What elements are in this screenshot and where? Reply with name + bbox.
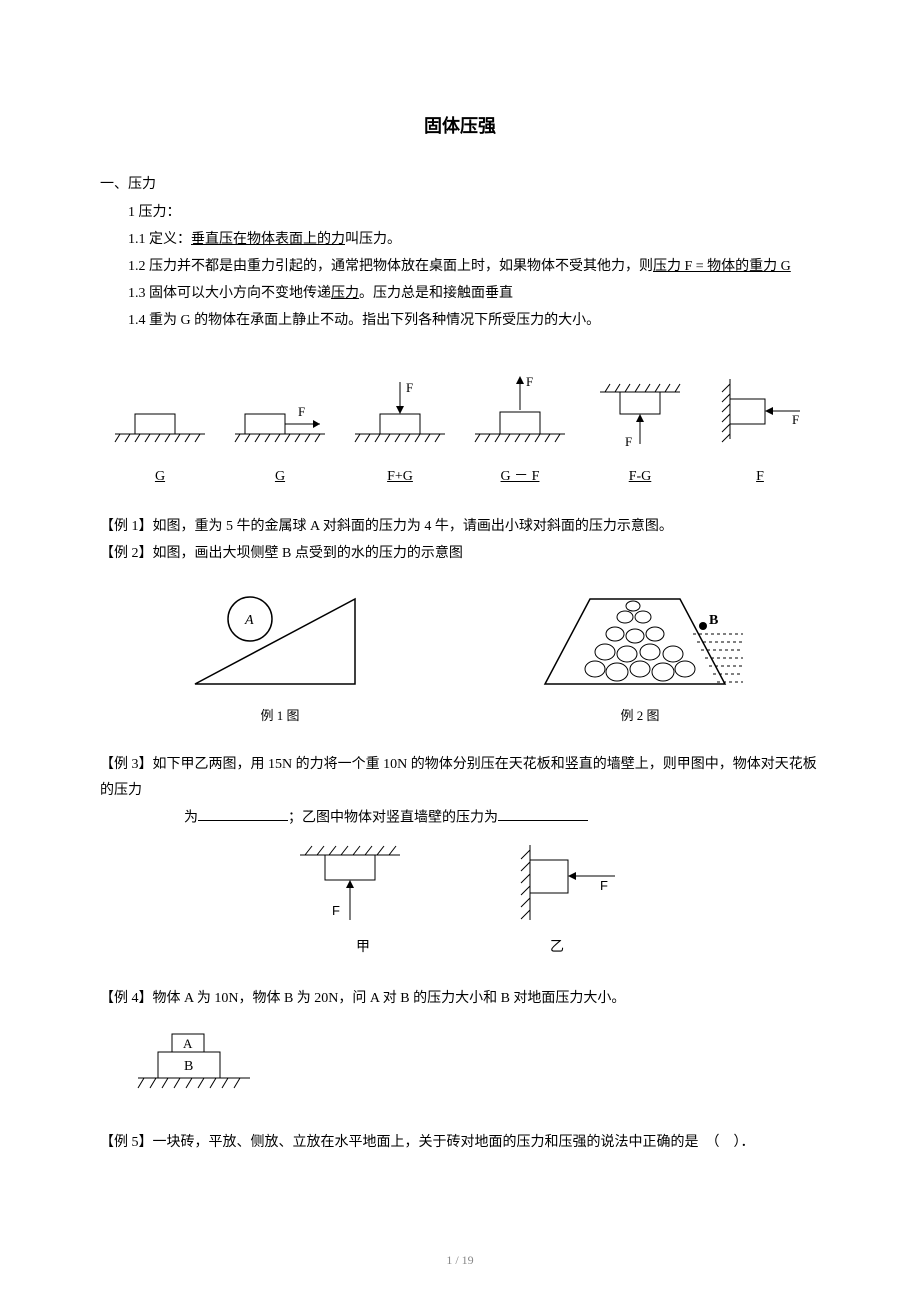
text-underline: 压力 F = 物体的重力 G bbox=[653, 259, 791, 274]
text-underline: 垂直压在物体表面上的力 bbox=[191, 232, 345, 247]
answers-row: G G F+G G － F F-G F bbox=[100, 464, 820, 489]
answer-6: F bbox=[710, 464, 810, 489]
label-F: F bbox=[406, 380, 413, 395]
diagram-6: F bbox=[710, 374, 810, 454]
fig-ex4: A B bbox=[130, 1026, 820, 1105]
fig-ex2: B bbox=[525, 584, 745, 694]
fig1-caption: 例 1 图 bbox=[180, 704, 380, 727]
p-1: 1 压力： bbox=[100, 200, 820, 225]
text: 。压力总是和接触面垂直 bbox=[359, 286, 513, 301]
section-heading: 一、压力 bbox=[100, 172, 820, 197]
p-1-2: 1.2 压力并不都是由重力引起的，通常把物体放在桌面上时，如果物体不受其他力，则… bbox=[100, 254, 820, 279]
text: 1.3 固体可以大小方向不变地传递 bbox=[128, 286, 331, 301]
answer-2: G bbox=[230, 464, 330, 489]
ex3-captions: 甲 乙 bbox=[100, 935, 820, 960]
diagram-4: F bbox=[470, 374, 570, 454]
text-underline: 压力 bbox=[331, 286, 359, 301]
example-3-line1: 【例 3】如下甲乙两图，用 15N 的力将一个重 10N 的物体分别压在天花板和… bbox=[100, 752, 820, 802]
label-F: F bbox=[600, 878, 608, 893]
example-1: 【例 1】如图，重为 5 牛的金属球 A 对斜面的压力为 4 牛，请画出小球对斜… bbox=[100, 514, 820, 539]
label-F: F bbox=[298, 404, 305, 419]
blank-2[interactable] bbox=[498, 805, 588, 821]
text: 叫压力。 bbox=[345, 232, 401, 247]
text: 1.2 压力并不都是由重力引起的，通常把物体放在桌面上时，如果物体不受其他力，则 bbox=[128, 259, 653, 274]
fig-ex3-jia: F bbox=[290, 840, 410, 930]
label-B: B bbox=[709, 613, 718, 628]
fig2-caption: 例 2 图 bbox=[540, 704, 740, 727]
text: 1.1 定义： bbox=[128, 232, 191, 247]
label-F: F bbox=[526, 374, 533, 389]
diagrams-1-4: F F bbox=[100, 364, 820, 454]
example-4: 【例 4】物体 A 为 10N，物体 B 为 20N，问 A 对 B 的压力大小… bbox=[100, 986, 820, 1011]
label-F: F bbox=[332, 903, 340, 918]
example-3-figs: F F bbox=[100, 840, 820, 930]
p-1-4: 1.4 重为 G 的物体在承面上静止不动。指出下列各种情况下所受压力的大小。 bbox=[100, 308, 820, 333]
label-F: F bbox=[792, 412, 799, 427]
page-title: 固体压强 bbox=[100, 110, 820, 142]
p-1-1: 1.1 定义：垂直压在物体表面上的力叫压力。 bbox=[100, 227, 820, 252]
blank-1[interactable] bbox=[198, 805, 288, 821]
fig-ex3-yi: F bbox=[510, 840, 630, 930]
page: 固体压强 一、压力 1 压力： 1.1 定义：垂直压在物体表面上的力叫压力。 1… bbox=[0, 0, 920, 1302]
cap-jia: 甲 bbox=[356, 935, 370, 960]
answer-1: G bbox=[110, 464, 210, 489]
p-1-3: 1.3 固体可以大小方向不变地传递压力。压力总是和接触面垂直 bbox=[100, 281, 820, 306]
label-F: F bbox=[625, 434, 632, 449]
diagram-1 bbox=[110, 374, 210, 454]
diagram-2: F bbox=[230, 374, 330, 454]
fig-captions: 例 1 图 例 2 图 bbox=[100, 704, 820, 727]
diagram-5: F bbox=[590, 374, 690, 454]
fig-ex1: A bbox=[175, 584, 375, 694]
label-A: A bbox=[244, 613, 254, 628]
answer-4: G － F bbox=[470, 464, 570, 489]
cap-yi: 乙 bbox=[550, 935, 564, 960]
text: ；乙图中物体对竖直墙壁的压力为 bbox=[288, 810, 498, 825]
example-3-line2: 为 ；乙图中物体对竖直墙壁的压力为 bbox=[100, 805, 820, 831]
label-A: A bbox=[183, 1036, 193, 1051]
diagram-3: F bbox=[350, 374, 450, 454]
example-5: 【例 5】一块砖，平放、侧放、立放在水平地面上，关于砖对地面的压力和压强的说法中… bbox=[100, 1130, 820, 1155]
answer-5: F-G bbox=[590, 464, 690, 489]
example-2: 【例 2】如图，画出大坝侧壁 B 点受到的水的压力的示意图 bbox=[100, 541, 820, 566]
answer-3: F+G bbox=[350, 464, 450, 489]
page-number: 1 / 19 bbox=[0, 1250, 920, 1272]
text: 为 bbox=[184, 810, 198, 825]
example-1-2-figs: A B bbox=[100, 584, 820, 694]
label-B: B bbox=[184, 1059, 193, 1074]
